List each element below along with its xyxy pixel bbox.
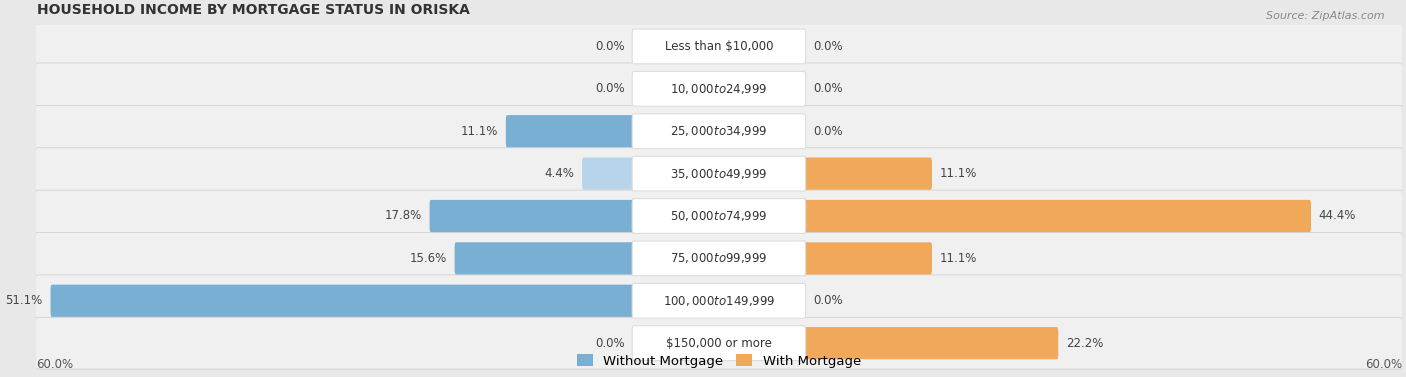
Text: 17.8%: 17.8% [385, 210, 422, 222]
Text: HOUSEHOLD INCOME BY MORTGAGE STATUS IN ORISKA: HOUSEHOLD INCOME BY MORTGAGE STATUS IN O… [37, 3, 470, 17]
Text: 11.1%: 11.1% [939, 167, 977, 180]
Text: 0.0%: 0.0% [814, 294, 844, 307]
FancyBboxPatch shape [633, 114, 806, 149]
Text: $50,000 to $74,999: $50,000 to $74,999 [671, 209, 768, 223]
Text: 0.0%: 0.0% [814, 40, 844, 53]
Text: 44.4%: 44.4% [1319, 210, 1357, 222]
Text: 60.0%: 60.0% [1365, 358, 1402, 371]
Text: Less than $10,000: Less than $10,000 [665, 40, 773, 53]
FancyBboxPatch shape [51, 285, 636, 317]
Text: $35,000 to $49,999: $35,000 to $49,999 [671, 167, 768, 181]
Text: $10,000 to $24,999: $10,000 to $24,999 [671, 82, 768, 96]
FancyBboxPatch shape [35, 21, 1402, 72]
Text: 0.0%: 0.0% [814, 82, 844, 95]
FancyBboxPatch shape [454, 242, 636, 274]
Text: $75,000 to $99,999: $75,000 to $99,999 [671, 251, 768, 265]
Text: $25,000 to $34,999: $25,000 to $34,999 [671, 124, 768, 138]
Text: 51.1%: 51.1% [6, 294, 42, 307]
Text: $100,000 to $149,999: $100,000 to $149,999 [662, 294, 775, 308]
FancyBboxPatch shape [633, 199, 806, 233]
Text: $150,000 or more: $150,000 or more [666, 337, 772, 349]
FancyBboxPatch shape [803, 158, 932, 190]
FancyBboxPatch shape [633, 156, 806, 191]
Text: 0.0%: 0.0% [814, 125, 844, 138]
FancyBboxPatch shape [430, 200, 636, 232]
Text: 11.1%: 11.1% [939, 252, 977, 265]
FancyBboxPatch shape [35, 233, 1402, 284]
FancyBboxPatch shape [506, 115, 636, 147]
FancyBboxPatch shape [803, 327, 1059, 359]
Text: 4.4%: 4.4% [544, 167, 574, 180]
FancyBboxPatch shape [803, 242, 932, 274]
FancyBboxPatch shape [633, 72, 806, 106]
FancyBboxPatch shape [633, 241, 806, 276]
Text: 11.1%: 11.1% [461, 125, 498, 138]
FancyBboxPatch shape [803, 200, 1310, 232]
Text: 22.2%: 22.2% [1066, 337, 1104, 349]
Text: Source: ZipAtlas.com: Source: ZipAtlas.com [1267, 11, 1385, 21]
FancyBboxPatch shape [35, 275, 1402, 326]
FancyBboxPatch shape [582, 158, 636, 190]
FancyBboxPatch shape [35, 105, 1402, 157]
Text: 15.6%: 15.6% [409, 252, 447, 265]
FancyBboxPatch shape [35, 190, 1402, 242]
Text: 60.0%: 60.0% [37, 358, 73, 371]
FancyBboxPatch shape [35, 317, 1402, 369]
Text: 0.0%: 0.0% [595, 82, 624, 95]
FancyBboxPatch shape [35, 63, 1402, 115]
Text: 0.0%: 0.0% [595, 40, 624, 53]
FancyBboxPatch shape [633, 29, 806, 64]
FancyBboxPatch shape [35, 148, 1402, 199]
Text: 0.0%: 0.0% [595, 337, 624, 349]
FancyBboxPatch shape [633, 326, 806, 360]
FancyBboxPatch shape [633, 284, 806, 318]
Legend: Without Mortgage, With Mortgage: Without Mortgage, With Mortgage [571, 349, 866, 373]
